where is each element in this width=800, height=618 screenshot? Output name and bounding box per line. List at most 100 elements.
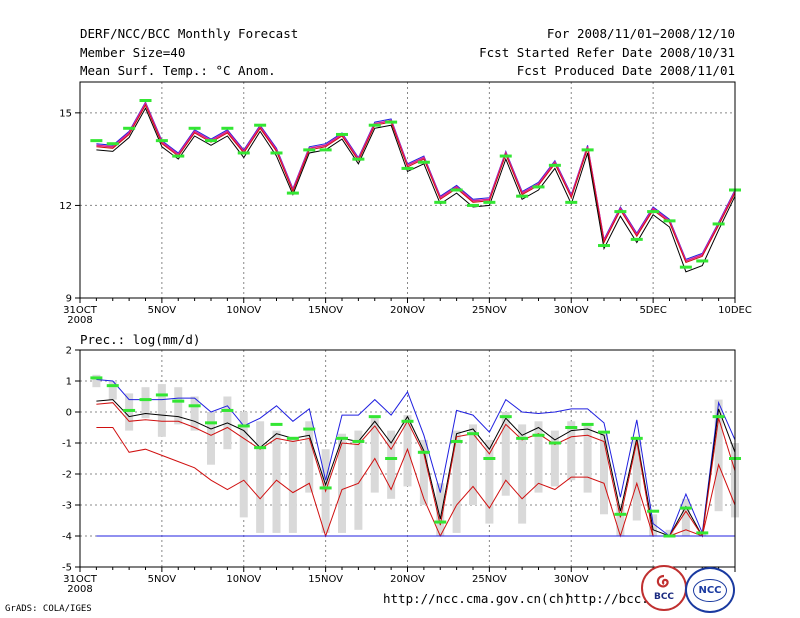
observed-marker xyxy=(663,219,676,223)
ncc-logo-text: NCC xyxy=(693,578,727,602)
observed-marker xyxy=(647,509,660,513)
observed-marker xyxy=(712,222,725,226)
observed-marker xyxy=(368,123,381,127)
spread-box xyxy=(452,430,461,533)
spread-box xyxy=(190,396,199,431)
spread-box xyxy=(649,514,658,536)
observed-marker xyxy=(581,422,594,426)
y-tick-label: -5 xyxy=(62,563,72,574)
observed-marker xyxy=(123,126,136,130)
series-line-member-a xyxy=(96,103,736,264)
observed-marker xyxy=(532,185,545,189)
bcc-logo: BCC xyxy=(641,565,687,611)
observed-marker xyxy=(483,200,496,204)
observed-marker xyxy=(254,446,267,450)
spread-box xyxy=(108,381,117,400)
series-line-member-max xyxy=(96,100,736,261)
x-tick-label: 10NOV xyxy=(226,574,261,585)
spread-box xyxy=(354,430,363,530)
observed-marker xyxy=(303,427,316,431)
spread-box xyxy=(534,421,543,493)
spread-box xyxy=(681,498,690,536)
observed-marker xyxy=(614,210,627,214)
bcc-swirl-icon xyxy=(656,574,669,588)
observed-marker xyxy=(352,439,365,443)
y-tick-label: 15 xyxy=(59,108,72,119)
x-tick-sublabel: 2008 xyxy=(67,315,92,326)
observed-marker xyxy=(565,426,578,429)
observed-marker xyxy=(155,393,168,397)
observed-marker xyxy=(630,436,643,440)
spread-box xyxy=(174,387,183,425)
x-tick-label: 20NOV xyxy=(390,574,425,585)
series-line-member-max xyxy=(96,379,736,537)
chart-title: DERF/NCC/BCC Monthly Forecast xyxy=(80,26,299,41)
x-tick-sublabel: 2008 xyxy=(67,584,92,595)
observed-marker xyxy=(565,200,578,204)
x-tick-label: 25NOV xyxy=(472,305,507,316)
series-line-member-min xyxy=(96,427,736,538)
observed-marker xyxy=(434,520,447,524)
observed-marker xyxy=(286,191,299,195)
observed-marker xyxy=(516,436,529,440)
observed-marker xyxy=(532,433,545,437)
y-tick-label: -1 xyxy=(62,439,72,450)
x-tick-label: 5DEC xyxy=(639,305,666,316)
observed-marker xyxy=(663,534,676,538)
spread-box xyxy=(338,433,346,533)
x-tick-label: 10NOV xyxy=(226,305,261,316)
x-tick-label: 5NOV xyxy=(148,305,177,316)
spread-box xyxy=(567,421,576,481)
spread-box xyxy=(616,505,625,536)
bcc-url[interactable]: http://bcc.c xyxy=(566,591,657,606)
observed-marker xyxy=(139,99,152,103)
observed-marker xyxy=(450,439,463,443)
spread-box xyxy=(239,412,248,518)
observed-marker xyxy=(598,430,610,434)
y-tick-label: 1 xyxy=(66,377,72,388)
observed-marker xyxy=(270,422,283,426)
observed-marker xyxy=(679,506,692,510)
y-tick-label: -3 xyxy=(62,501,72,512)
spread-box xyxy=(387,430,396,499)
observed-marker xyxy=(417,160,430,164)
observed-marker xyxy=(598,244,610,248)
observed-marker xyxy=(548,441,561,445)
observed-marker xyxy=(516,194,529,198)
observed-marker xyxy=(205,421,217,425)
y-tick-label: 12 xyxy=(59,201,72,212)
observed-marker xyxy=(270,151,283,155)
spread-box xyxy=(419,439,428,505)
ncc-logo: NCC xyxy=(685,567,735,613)
y-tick-label: 0 xyxy=(66,408,72,419)
member-size-label: Member Size=40 xyxy=(80,45,186,60)
observed-marker xyxy=(630,237,643,241)
observed-marker xyxy=(205,139,217,143)
observed-marker xyxy=(385,120,398,124)
observed-marker xyxy=(499,415,512,419)
spread-box xyxy=(157,384,166,437)
observed-marker xyxy=(614,512,627,516)
plot-frame xyxy=(79,81,736,299)
observed-marker xyxy=(188,404,201,408)
series-line-ensemble-mean xyxy=(96,399,736,538)
x-tick-label: 15NOV xyxy=(308,574,343,585)
y-tick-label: 2 xyxy=(66,346,72,357)
spread-box xyxy=(92,374,101,388)
observed-marker xyxy=(581,148,594,152)
grads-credit: GrADS: COLA/IGES xyxy=(5,604,92,614)
observed-marker xyxy=(499,154,512,158)
forecast-produced-date: Fcst Produced Date 2008/11/01 xyxy=(516,63,735,78)
observed-marker xyxy=(90,139,103,143)
observed-marker xyxy=(434,200,447,204)
observed-marker xyxy=(336,132,348,136)
spread-box xyxy=(518,424,527,524)
spread-box xyxy=(583,424,592,493)
observed-marker xyxy=(123,408,136,412)
observed-marker xyxy=(319,486,332,490)
observed-marker xyxy=(336,436,348,440)
ncc-url[interactable]: http://ncc.cma.gov.cn(ch) xyxy=(383,591,572,606)
spread-box xyxy=(125,393,134,431)
